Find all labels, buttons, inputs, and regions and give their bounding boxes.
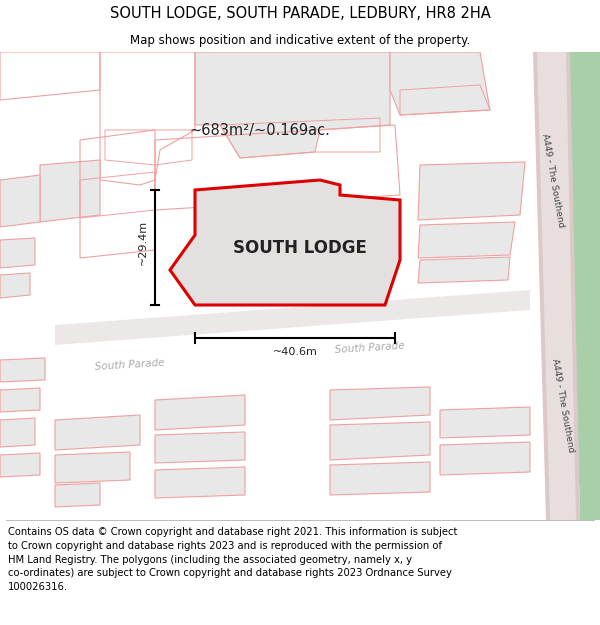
Text: SOUTH LODGE, SOUTH PARADE, LEDBURY, HR8 2HA: SOUTH LODGE, SOUTH PARADE, LEDBURY, HR8 … <box>110 6 490 21</box>
Polygon shape <box>568 52 600 520</box>
Text: Contains OS data © Crown copyright and database right 2021. This information is : Contains OS data © Crown copyright and d… <box>8 528 457 592</box>
Polygon shape <box>0 238 35 268</box>
Text: ~683m²/~0.169ac.: ~683m²/~0.169ac. <box>190 122 331 138</box>
Polygon shape <box>155 395 245 430</box>
Polygon shape <box>440 442 530 475</box>
Text: SOUTH LODGE: SOUTH LODGE <box>233 239 367 257</box>
Polygon shape <box>155 432 245 463</box>
Polygon shape <box>0 273 30 298</box>
Polygon shape <box>418 162 525 220</box>
Polygon shape <box>440 407 530 438</box>
Text: A449 - The Southend: A449 - The Southend <box>550 357 576 452</box>
Polygon shape <box>535 52 580 520</box>
Polygon shape <box>55 452 130 483</box>
Text: South Parade: South Parade <box>95 358 165 372</box>
Text: Map shows position and indicative extent of the property.: Map shows position and indicative extent… <box>130 34 470 47</box>
Polygon shape <box>0 388 40 412</box>
Text: ~40.6m: ~40.6m <box>272 347 317 357</box>
Text: South Parade: South Parade <box>335 341 405 355</box>
Polygon shape <box>0 418 35 447</box>
Polygon shape <box>55 415 140 450</box>
Polygon shape <box>330 387 430 420</box>
Polygon shape <box>330 462 430 495</box>
Polygon shape <box>330 422 430 460</box>
Polygon shape <box>566 52 580 520</box>
Text: ~29.4m: ~29.4m <box>138 220 148 265</box>
Polygon shape <box>195 52 390 158</box>
Polygon shape <box>40 160 100 222</box>
Polygon shape <box>0 175 40 227</box>
Polygon shape <box>155 467 245 498</box>
Polygon shape <box>0 453 40 477</box>
Text: A449 - The Southend: A449 - The Southend <box>540 132 566 228</box>
Polygon shape <box>0 358 45 382</box>
Polygon shape <box>390 52 490 115</box>
Polygon shape <box>170 180 400 305</box>
Polygon shape <box>55 290 530 345</box>
Polygon shape <box>418 222 515 258</box>
Polygon shape <box>533 52 550 520</box>
Polygon shape <box>55 483 100 507</box>
Polygon shape <box>418 257 510 283</box>
